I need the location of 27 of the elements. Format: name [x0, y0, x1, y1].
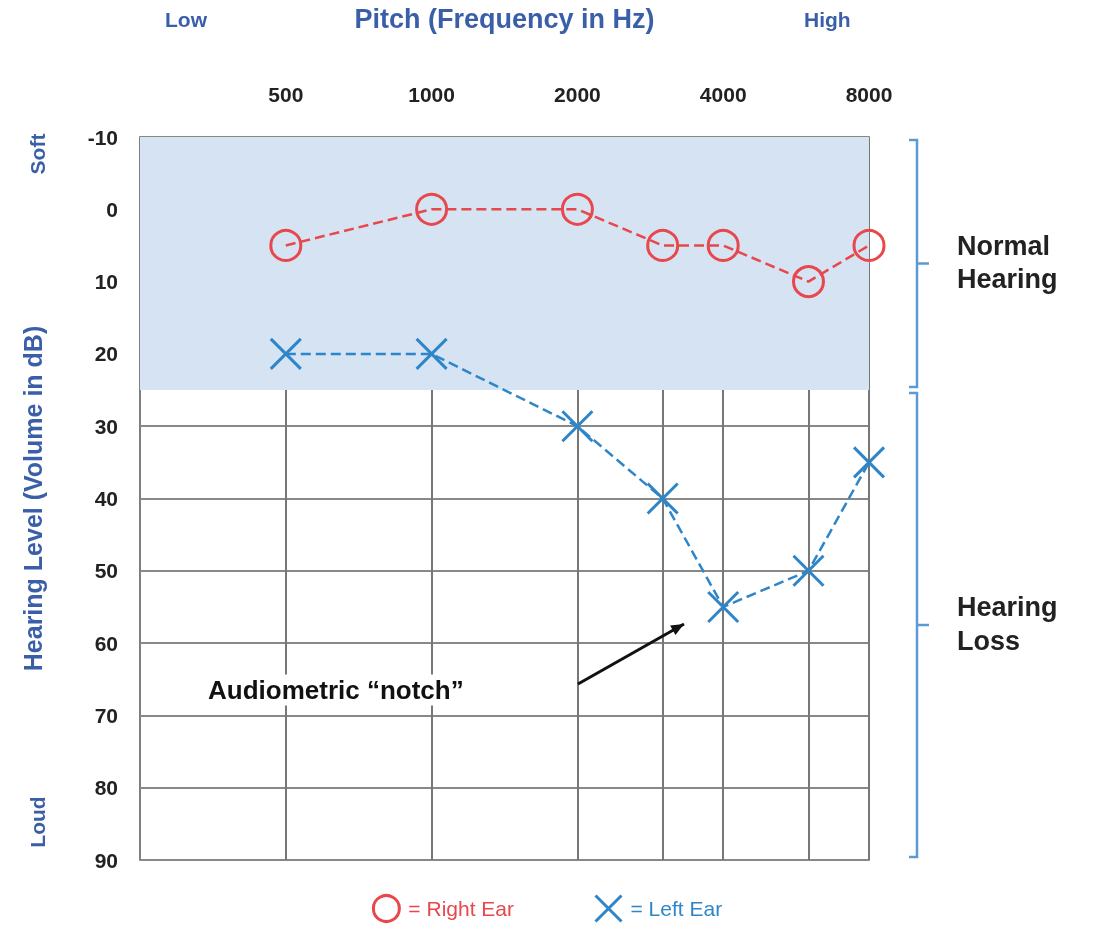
- y-tick-label: -10: [87, 125, 118, 149]
- x-tick-label: 2000: [554, 83, 601, 106]
- y-tick-label: 50: [94, 559, 118, 583]
- legend-label: = Left Ear: [630, 897, 723, 920]
- legend-label: = Right Ear: [408, 897, 515, 920]
- y-tick-label: 80: [94, 776, 118, 800]
- x-tick-label: 4000: [699, 83, 747, 106]
- text: Loud: [26, 796, 50, 848]
- y-tick-label: 90: [94, 848, 118, 872]
- y-tick-label: 40: [94, 487, 118, 510]
- y-tick-label: 20: [94, 342, 118, 366]
- y-tick-label: 30: [94, 414, 118, 438]
- text: Low: [165, 8, 207, 32]
- x-tick-label: 500: [268, 83, 304, 106]
- text: High: [804, 8, 851, 32]
- text: Normal Hearing: [957, 229, 1059, 297]
- x-tick-label: 8000: [845, 83, 893, 106]
- x-axis-title: Pitch (Frequency in Hz): [354, 3, 655, 34]
- y-tick-label: 70: [94, 703, 118, 727]
- y-tick-label: 60: [94, 631, 118, 655]
- y-tick-label: 0: [106, 197, 118, 221]
- text: Hearing Loss: [957, 591, 1059, 658]
- y-axis-title: Hearing Level (Volume in dB): [18, 325, 47, 672]
- x-tick-label: 1000: [408, 83, 455, 106]
- annotation: Audiometric “notch”: [205, 674, 467, 706]
- text: Soft: [26, 133, 50, 175]
- y-tick-label: 10: [94, 270, 118, 294]
